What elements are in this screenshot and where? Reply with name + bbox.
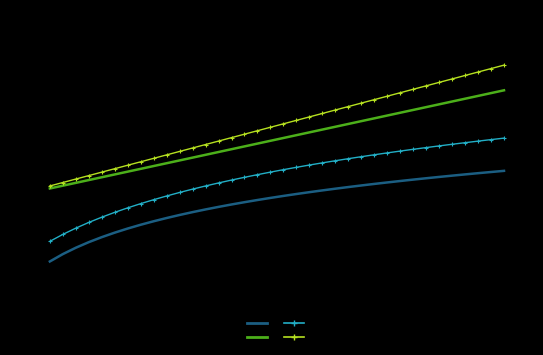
Legend: , , , : , , ,	[243, 314, 311, 347]
